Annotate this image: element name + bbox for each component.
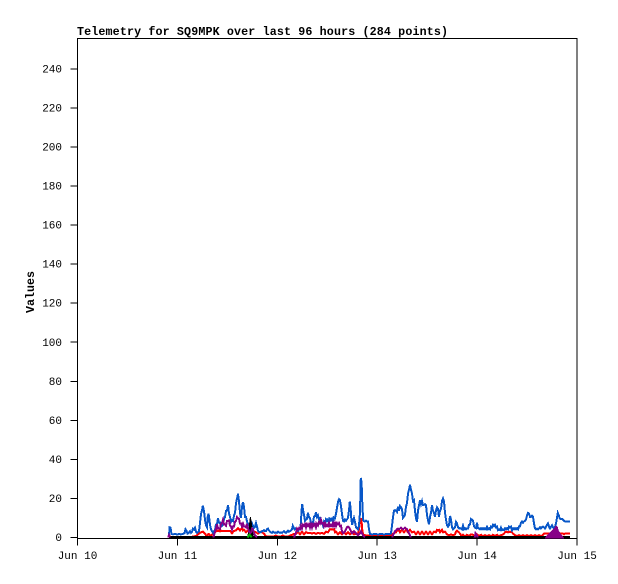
svg-text:160: 160 [42,221,62,233]
svg-text:0: 0 [55,533,62,545]
svg-text:20: 20 [49,494,62,506]
svg-text:140: 140 [42,260,62,272]
svg-text:200: 200 [42,142,62,154]
svg-text:220: 220 [42,103,62,115]
svg-text:120: 120 [42,299,62,311]
svg-text:80: 80 [49,377,62,389]
svg-text:180: 180 [42,182,62,194]
svg-text:240: 240 [42,64,62,76]
svg-text:100: 100 [42,338,62,350]
svg-text:Values: Values [24,271,38,313]
svg-text:Jun 10: Jun 10 [58,551,98,563]
svg-text:40: 40 [49,455,62,467]
svg-text:Jun 11: Jun 11 [158,551,198,563]
svg-text:60: 60 [49,416,62,428]
svg-text:Jun 15: Jun 15 [557,551,597,563]
svg-text:Jun 13: Jun 13 [357,551,397,563]
svg-text:Jun 14: Jun 14 [457,551,497,563]
svg-text:Jun 12: Jun 12 [257,551,297,563]
svg-text:Telemetry for SQ9MPK over last: Telemetry for SQ9MPK over last 96 hours … [77,25,448,39]
